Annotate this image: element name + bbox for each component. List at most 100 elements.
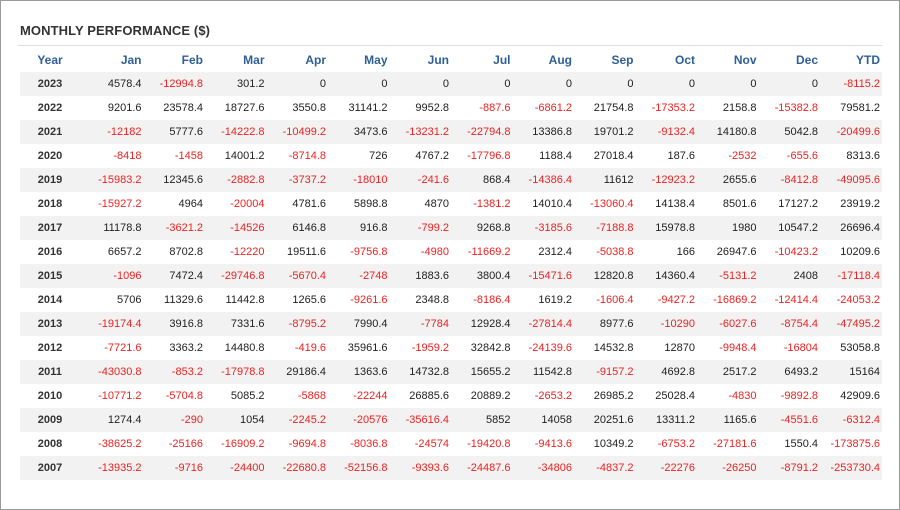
month-value-cell: 14001.2 — [205, 144, 267, 168]
month-value-cell: 14058 — [512, 408, 574, 432]
month-value-cell: 8501.6 — [697, 192, 759, 216]
month-value-cell: 7990.4 — [328, 312, 390, 336]
column-header-apr: Apr — [305, 53, 326, 67]
column-header-mar: Mar — [243, 53, 265, 67]
ytd-cell: 10209.6 — [820, 240, 882, 264]
month-value-cell: -8754.4 — [758, 312, 820, 336]
month-value-cell: -2653.2 — [512, 384, 574, 408]
month-value-cell: 17127.2 — [758, 192, 820, 216]
month-value-cell: 1188.4 — [512, 144, 574, 168]
month-value-cell: -4980 — [389, 240, 451, 264]
table-row: 2017 11178.8 -3621.2 -14526 6146.8 916.8 -799.… — [20, 216, 882, 240]
month-value-cell: -12220 — [205, 240, 267, 264]
month-value-cell: 26985.2 — [574, 384, 636, 408]
month-value-cell: 11612 — [574, 168, 636, 192]
column-header-year: Year — [37, 53, 63, 67]
month-value-cell: -26250 — [697, 456, 759, 480]
month-value-cell: -38625.2 — [82, 432, 144, 456]
table-row: 2007 -13935.2 -9716 -24400 -22680.8 -52156.8-… — [20, 456, 882, 480]
month-value-cell: 1274.4 — [82, 408, 144, 432]
month-value-cell: -4551.6 — [758, 408, 820, 432]
table-row: 2016 6657.2 8702.8 -12220 19511.6 -9756.8 -498… — [20, 240, 882, 264]
year-cell: 2021 — [20, 120, 82, 144]
month-value-cell: 4692.8 — [635, 360, 697, 384]
month-value-cell: -1381.2 — [451, 192, 513, 216]
month-value-cell: 32842.8 — [451, 336, 513, 360]
month-value-cell: -5670.4 — [266, 264, 328, 288]
table-row: 2019 -15983.2 12345.6 -2882.8 -3737.2 -18010-… — [20, 168, 882, 192]
month-value-cell: 1550.4 — [758, 432, 820, 456]
column-header-jan: Jan — [120, 53, 142, 67]
month-value-cell: 5852 — [451, 408, 513, 432]
month-value-cell: 2348.8 — [389, 288, 451, 312]
month-value-cell: -24487.6 — [451, 456, 513, 480]
month-value-cell: -17353.2 — [635, 96, 697, 120]
ytd-cell: 15164 — [820, 360, 882, 384]
year-cell: 2009 — [20, 408, 82, 432]
month-value-cell: -9157.2 — [574, 360, 636, 384]
year-cell: 2016 — [20, 240, 82, 264]
year-cell: 2014 — [20, 288, 82, 312]
month-value-cell: 7331.6 — [205, 312, 267, 336]
ytd-cell: -8115.2 — [820, 72, 882, 96]
month-value-cell: 9952.8 — [389, 96, 451, 120]
month-value-cell: -19420.8 — [451, 432, 513, 456]
year-cell: 2012 — [20, 336, 82, 360]
month-value-cell: 0 — [635, 72, 697, 96]
column-header-dec: Dec — [795, 53, 818, 67]
month-value-cell: 20251.6 — [574, 408, 636, 432]
month-value-cell: -9694.8 — [266, 432, 328, 456]
month-value-cell: -13935.2 — [82, 456, 144, 480]
month-value-cell: 0 — [697, 72, 759, 96]
month-value-cell: -34806 — [512, 456, 574, 480]
month-value-cell: 19511.6 — [266, 240, 328, 264]
month-value-cell: 166 — [635, 240, 697, 264]
year-cell: 2023 — [20, 72, 82, 96]
month-value-cell: -16909.2 — [205, 432, 267, 456]
month-value-cell: -2532 — [697, 144, 759, 168]
table-row: 2011 -43030.8 -853.2 -17978.8 29186.4 1363.6 1… — [20, 360, 882, 384]
month-value-cell: -4837.2 — [574, 456, 636, 480]
month-value-cell: -5038.8 — [574, 240, 636, 264]
month-value-cell: 5898.8 — [328, 192, 390, 216]
table-row: 2023 4578.4 -12994.8 301.2 0 0 0 0 0 0 0 0 0 -8115.2 — [20, 72, 882, 96]
month-value-cell: -4830 — [697, 384, 759, 408]
month-value-cell: -27814.4 — [512, 312, 574, 336]
year-cell: 2020 — [20, 144, 82, 168]
year-cell: 2019 — [20, 168, 82, 192]
column-header-ytd: YTD — [856, 53, 880, 67]
month-value-cell: 15978.8 — [635, 216, 697, 240]
month-value-cell: 916.8 — [328, 216, 390, 240]
month-value-cell: -14526 — [205, 216, 267, 240]
month-value-cell: -15983.2 — [82, 168, 144, 192]
column-header-aug: Aug — [548, 53, 572, 67]
month-value-cell: -2748 — [328, 264, 390, 288]
month-value-cell: -29746.8 — [205, 264, 267, 288]
month-value-cell: -9132.4 — [635, 120, 697, 144]
ytd-cell: -253730.4 — [820, 456, 882, 480]
month-value-cell: -20004 — [205, 192, 267, 216]
month-value-cell: 27018.4 — [574, 144, 636, 168]
month-value-cell: -24400 — [205, 456, 267, 480]
table-body: 2023 4578.4 -12994.8 301.2 0 0 0 0 0 0 0 0 0 -8115.2 2… — [20, 72, 882, 480]
table-row: 2015 -1096 7472.4 -29746.8 -5670.4 -2748 1883.… — [20, 264, 882, 288]
month-value-cell: 5085.2 — [205, 384, 267, 408]
month-value-cell: -25166 — [143, 432, 205, 456]
month-value-cell: -1458 — [143, 144, 205, 168]
month-value-cell: 2312.4 — [512, 240, 574, 264]
month-value-cell: 6146.8 — [266, 216, 328, 240]
month-value-cell: 3363.2 — [143, 336, 205, 360]
column-header-sep: Sep — [611, 53, 634, 67]
month-value-cell: -9413.6 — [512, 432, 574, 456]
ytd-cell: -49095.6 — [820, 168, 882, 192]
month-value-cell: -12414.4 — [758, 288, 820, 312]
month-value-cell: 15655.2 — [451, 360, 513, 384]
month-value-cell: 14360.4 — [635, 264, 697, 288]
month-value-cell: -24574 — [389, 432, 451, 456]
month-value-cell: -35616.4 — [389, 408, 451, 432]
table-row: 2020 -8418 -1458 14001.2 -8714.8 726 4767.2 -17… — [20, 144, 882, 168]
month-value-cell: -22244 — [328, 384, 390, 408]
ytd-cell: 23919.2 — [820, 192, 882, 216]
ytd-cell: 53058.8 — [820, 336, 882, 360]
month-value-cell: 14532.8 — [574, 336, 636, 360]
